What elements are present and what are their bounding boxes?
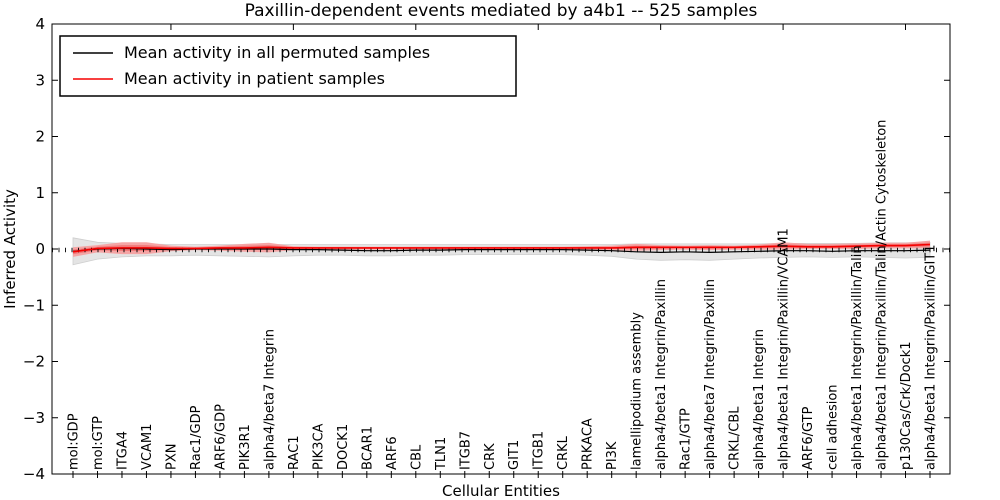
legend-label-patient: Mean activity in patient samples bbox=[124, 69, 385, 88]
y-tick-label: −3 bbox=[23, 409, 45, 427]
x-tick-label: lamellipodium assembly bbox=[630, 312, 645, 470]
chart-title: Paxillin-dependent events mediated by a4… bbox=[245, 1, 758, 21]
y-tick-label: 1 bbox=[35, 184, 45, 202]
x-tick-label: Rac1/GTP bbox=[679, 408, 694, 470]
x-tick-label: alpha4/beta1 Integrin/Paxillin/VCAM1 bbox=[777, 228, 792, 470]
x-tick-label: alpha4/beta1 Integrin/Paxillin bbox=[654, 279, 669, 470]
y-tick-label: 2 bbox=[35, 128, 45, 146]
x-tick-label: PIK3CA bbox=[311, 423, 326, 470]
x-tick-label: ARF6/GTP bbox=[801, 406, 816, 470]
legend: Mean activity in all permuted samples Me… bbox=[59, 35, 517, 97]
y-tick-label: 0 bbox=[35, 240, 45, 258]
x-tick-label: PXN bbox=[164, 444, 179, 470]
x-tick-label: CBL bbox=[409, 444, 424, 470]
x-tick-label: alpha4/beta1 Integrin/Paxillin/Talin/Act… bbox=[875, 120, 890, 470]
x-tick-label: mol:GDP bbox=[67, 413, 82, 470]
x-tick-label: ITGB7 bbox=[458, 431, 473, 470]
x-tick-label: cell adhesion bbox=[826, 384, 841, 470]
legend-label-permuted: Mean activity in all permuted samples bbox=[124, 43, 430, 62]
y-tick-label: −4 bbox=[23, 465, 45, 483]
x-tick-label: ARF6 bbox=[385, 436, 400, 470]
x-tick-label: VCAM1 bbox=[140, 424, 155, 470]
plot-layers bbox=[52, 237, 950, 266]
x-tick-label: PI3K bbox=[605, 441, 620, 470]
x-tick-label: PRKACA bbox=[581, 418, 596, 470]
y-tick-label: 3 bbox=[35, 71, 45, 89]
x-tick-label: BCAR1 bbox=[360, 426, 375, 470]
y-tick-label: −1 bbox=[23, 296, 45, 314]
x-tick-label: CRKL/CBL bbox=[728, 406, 743, 470]
x-tick-label: mol:GTP bbox=[91, 416, 106, 470]
x-tick-label: alpha4/beta7 Integrin bbox=[262, 329, 277, 470]
x-tick-label: p130Cas/Crk/Dock1 bbox=[899, 341, 914, 470]
x-tick-label: alpha4/beta1 Integrin bbox=[752, 329, 767, 470]
series-line-patient bbox=[72, 243, 931, 253]
x-tick-label: Rac1/GDP bbox=[189, 405, 204, 470]
y-tick-label: −2 bbox=[23, 353, 45, 371]
y-axis-label: Inferred Activity bbox=[1, 189, 19, 309]
x-tick-label: GIT1 bbox=[507, 440, 522, 470]
x-tick-label: RAC1 bbox=[287, 435, 302, 470]
x-tick-label: ITGA4 bbox=[115, 431, 130, 470]
x-tick-label: DOCK1 bbox=[336, 424, 351, 470]
legend-box bbox=[59, 35, 517, 97]
x-tick-label: alpha4/beta7 Integrin/Paxillin bbox=[703, 279, 718, 470]
x-tick-label: ARF6/GDP bbox=[213, 404, 228, 470]
x-tick-label: PIK3R1 bbox=[238, 424, 253, 470]
x-tick-label: alpha4/beta1 Integrin/Paxillin/GIT1 bbox=[924, 244, 939, 470]
axis-ticks: −4 −3 −2 −1 0 1 2 3 4 mol:GDP mol:GTP ITGA4 VCAM1 PXN… bbox=[23, 15, 950, 483]
x-axis-label: Cellular Entities bbox=[442, 482, 560, 500]
x-tick-label: ITGB1 bbox=[532, 431, 547, 470]
x-tick-label: alpha4/beta1 Integrin/Paxillin/Talin bbox=[850, 245, 865, 470]
x-tick-label: TLN1 bbox=[434, 437, 449, 471]
series-line-permuted bbox=[72, 247, 931, 254]
x-tick-label: CRKL bbox=[556, 435, 571, 470]
y-tick-label: 4 bbox=[35, 15, 45, 33]
x-tick-label: CRK bbox=[483, 443, 498, 470]
